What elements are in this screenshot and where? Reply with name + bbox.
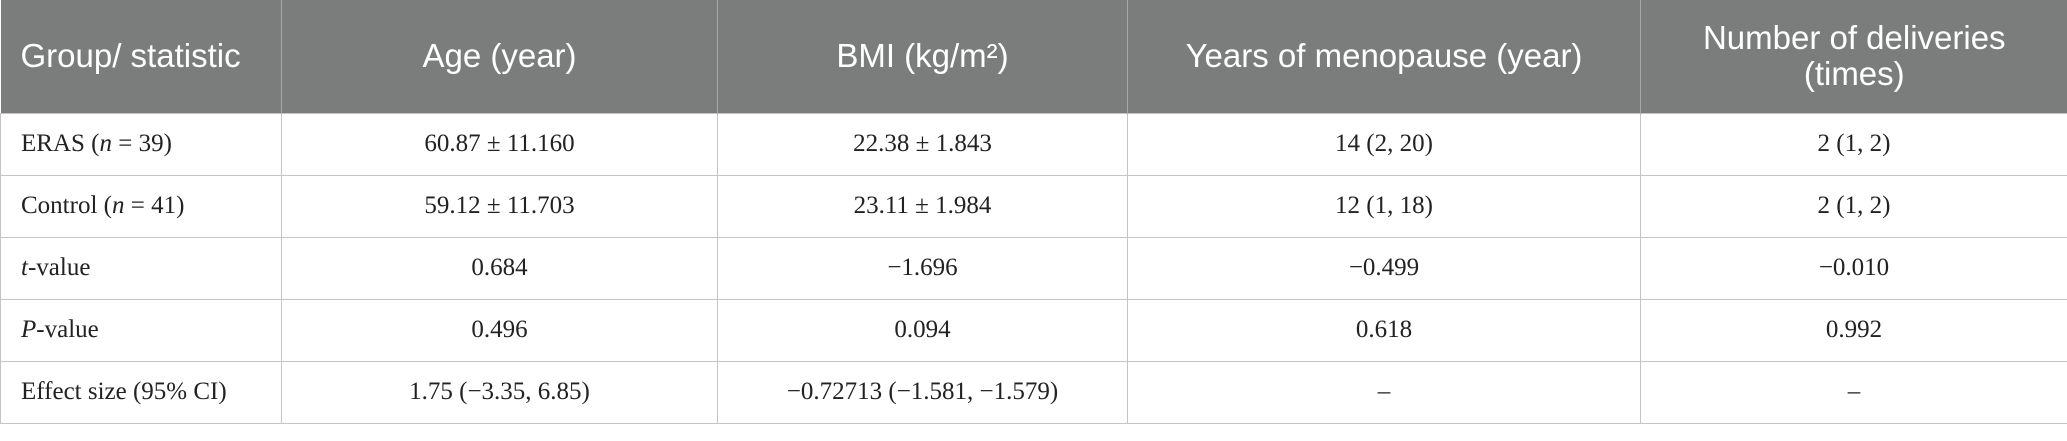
column-header: Age (year): [281, 0, 718, 113]
table-cell: −0.010: [1640, 236, 2067, 300]
row-label: ERAS (n = 39): [0, 112, 282, 176]
table-body: ERAS (n = 39) 60.87 ± 11.160 22.38 ± 1.843…: [0, 112, 2067, 424]
italic-text: P: [21, 316, 37, 343]
table-cell: 22.38 ± 1.843: [717, 112, 1128, 176]
table-cell: −1.696: [717, 236, 1128, 300]
italic-text: t: [21, 254, 28, 281]
table-cell: 59.12 ± 11.703: [281, 174, 718, 238]
row-label: P-value: [0, 298, 282, 362]
table-cell: 0.496: [281, 298, 718, 362]
column-header: Group/ statistic: [0, 0, 282, 113]
table-row: Control (n = 41) 59.12 ± 11.703 23.11 ± 1.…: [0, 174, 2067, 238]
text: Control (: [21, 192, 112, 219]
table-cell: 14 (2, 20): [1127, 112, 1641, 176]
row-label: t-value: [0, 236, 282, 300]
data-table: Group/ statistic Age (year) BMI (kg/m²) Yea…: [0, 0, 2067, 424]
header-row: Group/ statistic Age (year) BMI (kg/m²) Yea…: [0, 0, 2067, 113]
table-row: P-value 0.496 0.094 0.618 0.992: [0, 298, 2067, 362]
table-cell: 2 (1, 2): [1640, 112, 2067, 176]
row-label: Effect size (95% CI): [0, 360, 282, 424]
italic-text: n: [111, 192, 125, 219]
table-cell: 23.11 ± 1.984: [717, 174, 1128, 238]
table-cell: 1.75 (−3.35, 6.85): [281, 360, 718, 424]
table-cell: 60.87 ± 11.160: [281, 112, 718, 176]
table-cell: −0.72713 (−1.581, −1.579): [717, 360, 1128, 424]
column-header: Years of menopause (year): [1127, 0, 1641, 113]
table-cell: 0.094: [717, 298, 1128, 362]
text: ERAS (: [21, 130, 100, 157]
table-row: Effect size (95% CI) 1.75 (−3.35, 6.85) −0…: [0, 360, 2067, 424]
table-cell: –: [1127, 360, 1641, 424]
table-cell: −0.499: [1127, 236, 1641, 300]
table-cell: 0.684: [281, 236, 718, 300]
table-cell: 0.618: [1127, 298, 1641, 362]
table-row: ERAS (n = 39) 60.87 ± 11.160 22.38 ± 1.843…: [0, 112, 2067, 176]
column-header: BMI (kg/m²): [717, 0, 1128, 113]
column-header: Number of deliveries (times): [1640, 0, 2067, 113]
table-cell: –: [1640, 360, 2067, 424]
text: -value: [27, 254, 91, 281]
italic-text: n: [99, 130, 112, 157]
table-cell: 2 (1, 2): [1640, 174, 2067, 238]
table-cell: 0.992: [1640, 298, 2067, 362]
row-label: Control (n = 41): [0, 174, 282, 238]
table-header: Group/ statistic Age (year) BMI (kg/m²) Yea…: [0, 0, 2067, 113]
table-row: t-value 0.684 −1.696 −0.499 −0.010: [0, 236, 2067, 300]
text: = 41): [124, 192, 185, 219]
text: = 39): [111, 130, 172, 157]
text: -value: [36, 316, 99, 343]
table-cell: 12 (1, 18): [1127, 174, 1641, 238]
